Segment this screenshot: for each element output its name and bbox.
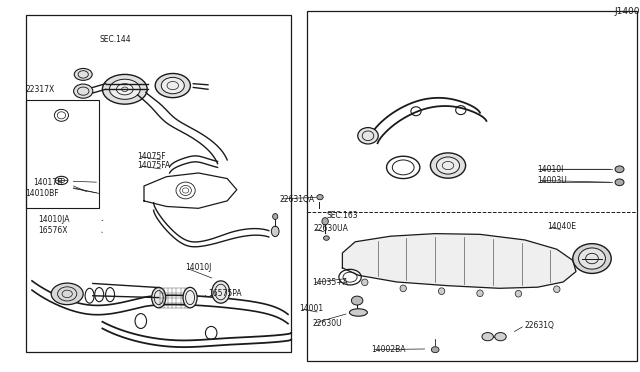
Ellipse shape bbox=[554, 286, 560, 293]
Ellipse shape bbox=[573, 244, 611, 273]
Ellipse shape bbox=[615, 166, 624, 173]
Ellipse shape bbox=[161, 77, 184, 94]
Text: 14010I: 14010I bbox=[538, 165, 564, 174]
Ellipse shape bbox=[349, 309, 367, 316]
Text: 22317X: 22317X bbox=[26, 85, 55, 94]
Text: J14003RU: J14003RU bbox=[614, 7, 640, 16]
Ellipse shape bbox=[212, 281, 230, 303]
Ellipse shape bbox=[515, 290, 522, 297]
Text: 22630U: 22630U bbox=[312, 319, 342, 328]
Ellipse shape bbox=[51, 283, 83, 305]
Text: SEC.163: SEC.163 bbox=[326, 211, 358, 220]
Ellipse shape bbox=[400, 285, 406, 292]
Text: 14035+A: 14035+A bbox=[312, 278, 348, 287]
Ellipse shape bbox=[183, 287, 197, 308]
Ellipse shape bbox=[74, 84, 93, 98]
Ellipse shape bbox=[438, 288, 445, 295]
Text: 14040E: 14040E bbox=[547, 222, 576, 231]
Ellipse shape bbox=[362, 279, 368, 286]
Text: 14075F: 14075F bbox=[138, 152, 166, 161]
Ellipse shape bbox=[477, 290, 483, 296]
Ellipse shape bbox=[156, 74, 191, 97]
Ellipse shape bbox=[615, 179, 624, 186]
Text: 14003U: 14003U bbox=[538, 176, 567, 185]
Text: 22631Q: 22631Q bbox=[525, 321, 555, 330]
Ellipse shape bbox=[323, 236, 329, 240]
Text: 22631QA: 22631QA bbox=[279, 195, 314, 203]
Text: 14002BA: 14002BA bbox=[371, 345, 406, 354]
Ellipse shape bbox=[351, 296, 363, 305]
Ellipse shape bbox=[495, 333, 506, 341]
Polygon shape bbox=[342, 234, 576, 288]
Ellipse shape bbox=[431, 347, 439, 353]
Ellipse shape bbox=[322, 218, 328, 225]
Text: 14017E: 14017E bbox=[33, 178, 62, 187]
Ellipse shape bbox=[152, 287, 166, 308]
Ellipse shape bbox=[358, 128, 378, 144]
Text: 16575PA: 16575PA bbox=[208, 289, 242, 298]
Text: 16576X: 16576X bbox=[38, 226, 68, 235]
Ellipse shape bbox=[102, 74, 147, 104]
Ellipse shape bbox=[317, 195, 323, 200]
Text: 14010BF: 14010BF bbox=[26, 189, 60, 198]
Ellipse shape bbox=[74, 68, 92, 80]
Ellipse shape bbox=[273, 214, 278, 219]
Text: 14010J: 14010J bbox=[186, 263, 212, 272]
Ellipse shape bbox=[116, 84, 133, 95]
Ellipse shape bbox=[436, 157, 460, 174]
Text: 14075FA: 14075FA bbox=[138, 161, 171, 170]
Text: 14001: 14001 bbox=[300, 304, 324, 313]
Ellipse shape bbox=[430, 153, 466, 178]
Ellipse shape bbox=[271, 226, 279, 237]
Text: SEC.144: SEC.144 bbox=[99, 35, 131, 44]
Ellipse shape bbox=[109, 79, 140, 99]
Text: 14010JA: 14010JA bbox=[38, 215, 70, 224]
Ellipse shape bbox=[579, 248, 605, 269]
Ellipse shape bbox=[482, 333, 493, 341]
Text: 22630UA: 22630UA bbox=[314, 224, 348, 233]
